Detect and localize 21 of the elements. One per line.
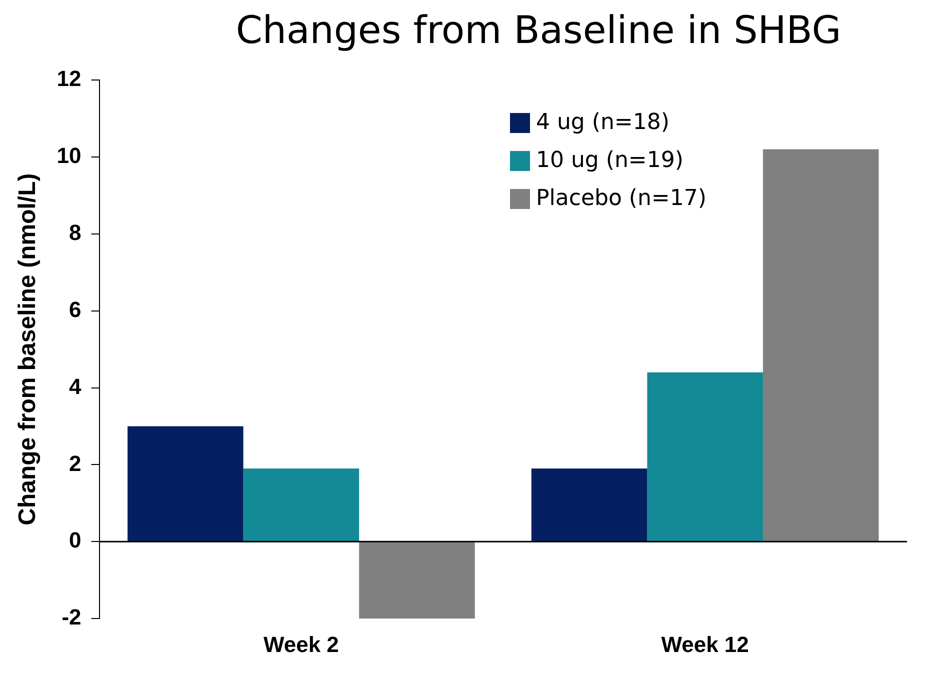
y-tick-label: 2 xyxy=(69,450,82,476)
legend-label: 10 ug (n=19) xyxy=(536,148,684,173)
y-tick-label: -2 xyxy=(62,604,82,630)
legend-label: Placebo (n=17) xyxy=(536,186,706,211)
bar xyxy=(243,468,360,542)
chart-title: Changes from Baseline in SHBG xyxy=(234,8,842,52)
x-tick-label: Week 12 xyxy=(661,632,749,657)
bar xyxy=(359,542,475,619)
y-axis-title: Change from baseline (nmol/L) xyxy=(14,173,42,526)
y-tick-label: 6 xyxy=(69,296,82,322)
bar xyxy=(128,426,244,542)
x-tick-label: Week 2 xyxy=(263,632,339,657)
bar xyxy=(531,468,648,542)
y-tick-label: 0 xyxy=(69,528,82,553)
legend-label: 4 ug (n=18) xyxy=(536,110,670,135)
bar xyxy=(647,372,763,542)
y-tick-label: 8 xyxy=(69,220,82,245)
y-tick-label: 10 xyxy=(56,143,82,168)
y-tick-label: 4 xyxy=(69,374,82,399)
bar xyxy=(762,149,879,542)
y-tick-label: 12 xyxy=(56,66,82,92)
